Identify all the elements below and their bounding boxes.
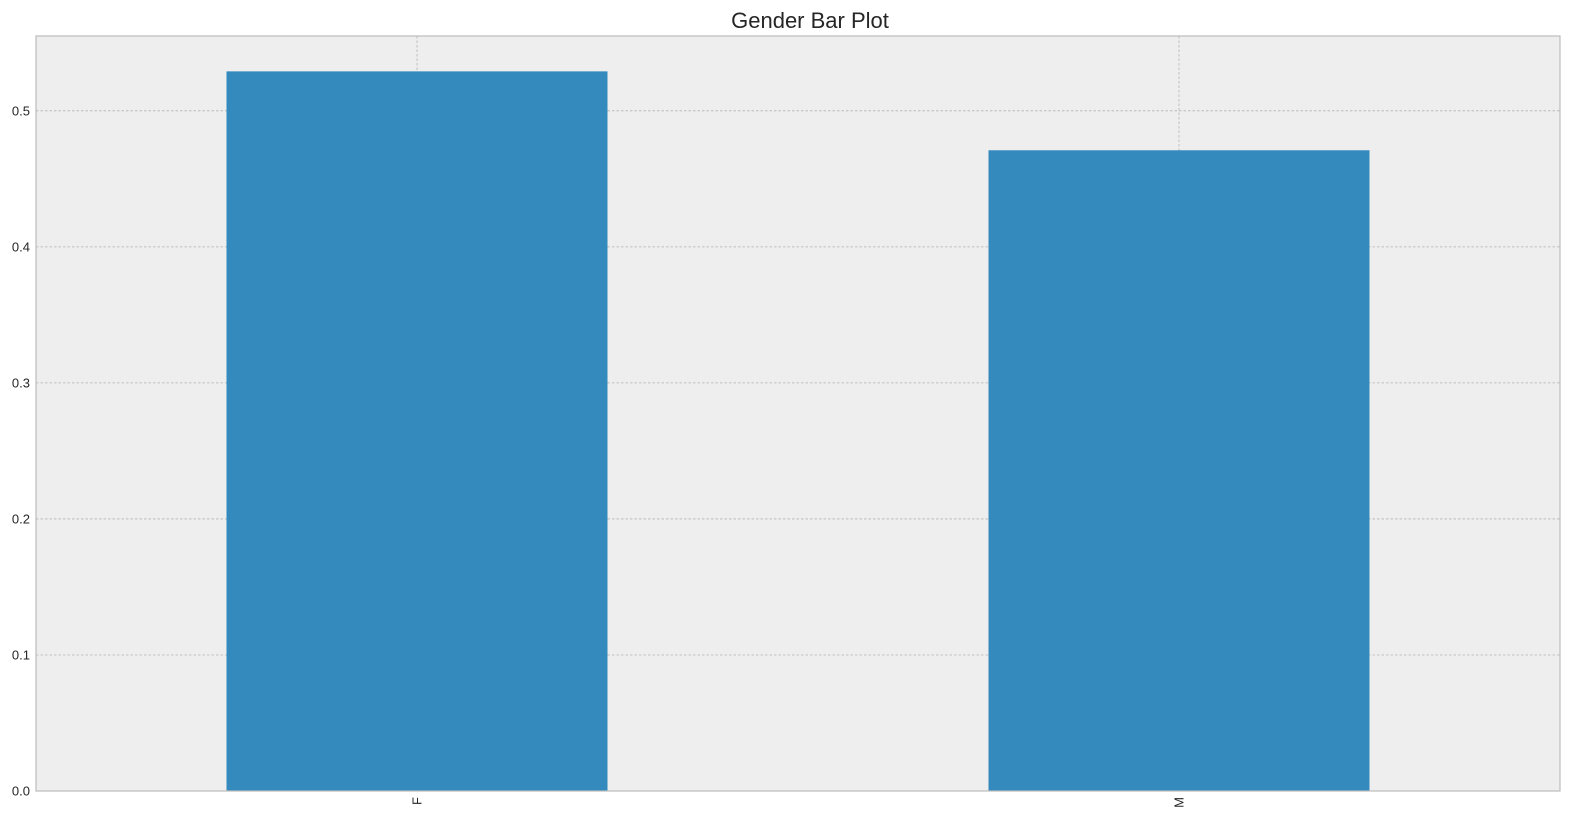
y-tick-label: 0.4 [12,239,30,254]
chart-title: Gender Bar Plot [731,8,889,33]
bars [226,71,1370,791]
y-tick-label: 0.1 [12,647,30,662]
bar-f [226,71,608,791]
y-tick-label: 0.2 [12,511,30,526]
x-tick-label: M [1172,797,1187,808]
y-axis-ticks: 0.0 0.1 0.2 0.3 0.4 0.5 [12,103,30,798]
y-tick-label: 0.3 [12,375,30,390]
y-tick-label: 0.0 [12,784,30,799]
x-tick-label: F [410,797,425,805]
bar-m [988,150,1370,791]
y-tick-label: 0.5 [12,103,30,118]
plot-frame [35,35,1561,792]
